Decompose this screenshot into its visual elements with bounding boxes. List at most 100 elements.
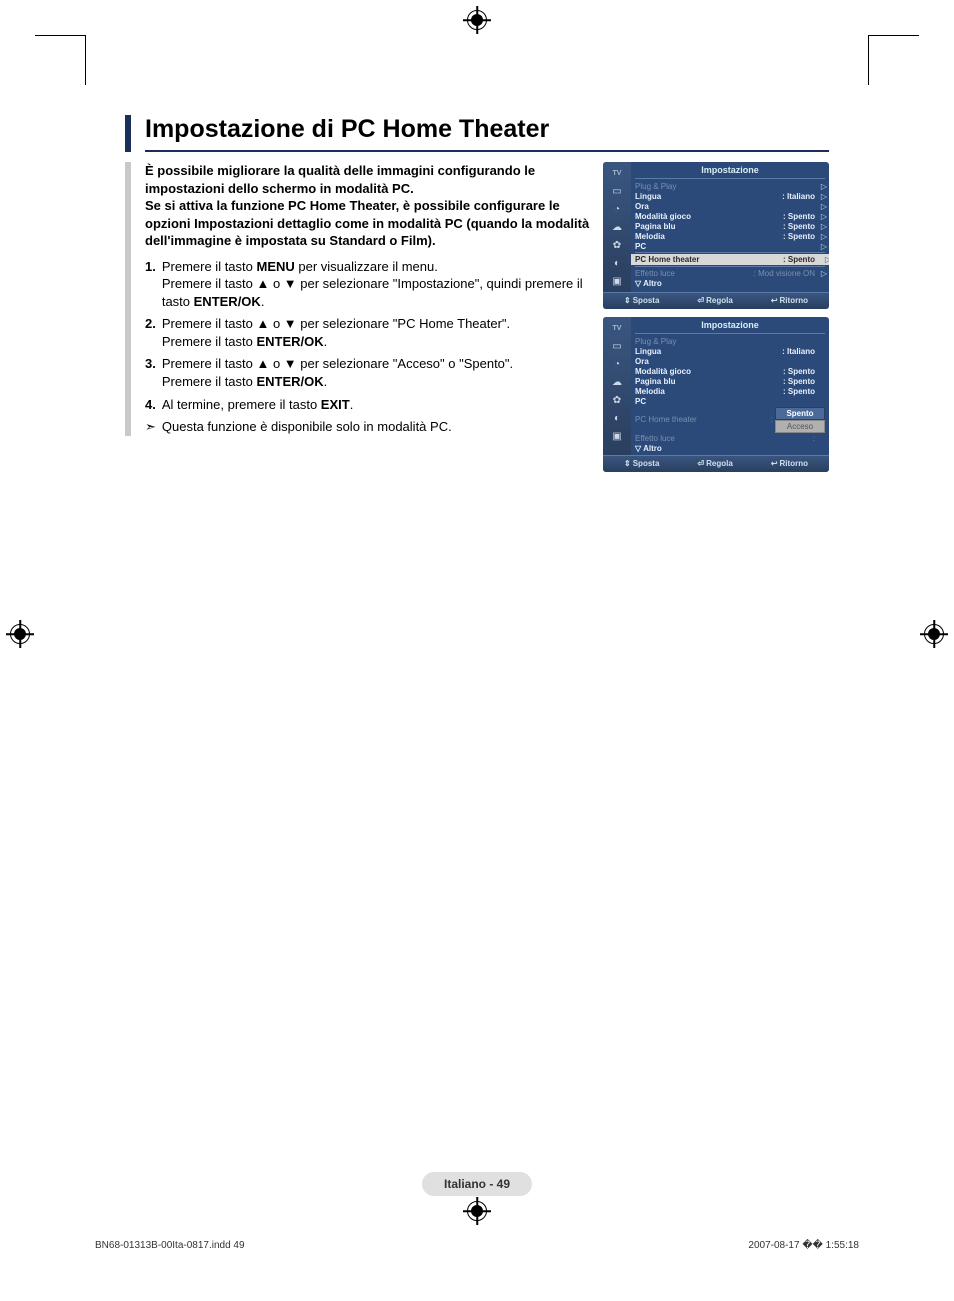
menu-row-label: Pagina blu: [635, 377, 783, 386]
menu-row-value: : Spento: [783, 387, 815, 396]
footer-hint: ↩Ritorno: [771, 459, 808, 468]
crop-mark: [85, 35, 86, 85]
menu-row-value: : Spento: [783, 255, 815, 264]
menu-row-label: Effetto luce: [635, 434, 813, 443]
crop-mark: [35, 35, 85, 36]
dropdown-option: Spento: [775, 407, 825, 420]
footer-timestamp: 2007-08-17 �� 1:55:18: [748, 1240, 859, 1251]
menu-row-label: Ora: [635, 202, 825, 211]
menu-row-label: PC Home theater: [635, 415, 771, 424]
menu-row: Pagina blu: Spento ▷: [635, 221, 825, 231]
step-text: Premere il tasto ▲ o ▼ per selezionare "…: [162, 355, 513, 390]
dropdown-option: Acceso: [775, 420, 825, 433]
menu-row: PC Home theater: Spento ▷: [631, 254, 829, 265]
sidebar-icon: TV: [603, 319, 631, 337]
footer-glyph-icon: ⇕: [624, 459, 631, 468]
menu-row: PC: [635, 396, 825, 406]
sidebar-icon: ◐: [603, 254, 631, 272]
menu-footer: ⇕Sposta⏎Regola↩Ritorno: [603, 455, 829, 472]
title-accent: [125, 115, 131, 152]
menu-row-label: Modalità gioco: [635, 212, 783, 221]
sidebar-icon: ▭: [603, 337, 631, 355]
osd-menu-2: TV▭◔☁✿◐▣ImpostazionePlug & PlayLingua: I…: [603, 317, 829, 472]
sidebar-icon: ◐: [603, 409, 631, 427]
sidebar-icon: ▣: [603, 272, 631, 290]
page-number-tag: Italiano - 49: [422, 1172, 532, 1196]
menu-row-value: :: [813, 434, 815, 443]
menu-row: ▽ Altro: [635, 443, 825, 453]
step-number: 3.: [145, 355, 156, 390]
body-accent: [125, 162, 131, 436]
menu-row-label: Melodia: [635, 232, 783, 241]
arrow-right-icon: ▷: [821, 212, 827, 221]
menu-row-label: Plug & Play: [635, 337, 825, 346]
arrow-right-icon: ▷: [825, 255, 829, 264]
instruction-step: 4.Al termine, premere il tasto EXIT.: [145, 396, 593, 414]
menu-row-label: Plug & Play: [635, 182, 825, 191]
footer-hint: ⇕Sposta: [624, 296, 659, 305]
sidebar-icon: TV: [603, 164, 631, 182]
menu-row-value: :: [771, 415, 773, 424]
arrow-right-icon: ▷: [821, 222, 827, 231]
dropdown: SpentoAcceso: [775, 407, 825, 433]
menu-row: Lingua: Italiano: [635, 346, 825, 356]
menu-row: Lingua: Italiano▷: [635, 191, 825, 201]
step-number: 1.: [145, 258, 156, 311]
menu-row-label: Pagina blu: [635, 222, 783, 231]
footer-hint-label: Regola: [706, 296, 733, 305]
footer-glyph-icon: ↩: [771, 296, 778, 305]
menu-row-value: : Spento: [783, 377, 815, 386]
crop-mark: [868, 35, 869, 85]
menu-row: Melodia: Spento: [635, 386, 825, 396]
menu-row-label: Effetto luce: [635, 269, 754, 278]
step-text: Premere il tasto MENU per visualizzare i…: [162, 258, 593, 311]
registration-mark: [467, 10, 487, 30]
menu-row: Modalità gioco: Spento: [635, 366, 825, 376]
menu-row-label: Lingua: [635, 192, 782, 201]
menu-row: Plug & Play▷: [635, 181, 825, 191]
footer-hint: ⏎Regola: [697, 296, 732, 305]
menu-divider: [635, 266, 825, 267]
menu-row-value: : Mod visione ON: [754, 269, 815, 278]
instruction-step: 3.Premere il tasto ▲ o ▼ per selezionare…: [145, 355, 593, 390]
menu-row: Pagina blu: Spento: [635, 376, 825, 386]
menu-row-value: : Spento: [783, 367, 815, 376]
footer-glyph-icon: ⏎: [697, 296, 704, 305]
arrow-right-icon: ▷: [821, 192, 827, 201]
menu-row: ▽ Altro: [635, 278, 825, 288]
arrow-right-icon: ▷: [821, 202, 827, 211]
menu-row-label: PC Home theater: [635, 255, 783, 264]
arrow-right-icon: ▷: [821, 269, 827, 278]
footer-glyph-icon: ⏎: [697, 459, 704, 468]
registration-mark: [10, 624, 30, 644]
footer-glyph-icon: ↩: [771, 459, 778, 468]
intro-text: È possibile migliorare la qualità delle …: [145, 162, 593, 250]
menu-row-label: Melodia: [635, 387, 783, 396]
menu-row-label: Lingua: [635, 347, 782, 356]
menu-row-label: PC: [635, 397, 825, 406]
menu-row-label: Modalità gioco: [635, 367, 783, 376]
footer-hint: ⇕Sposta: [624, 459, 659, 468]
menu-row: Modalità gioco: Spento▷: [635, 211, 825, 221]
step-number: 4.: [145, 396, 156, 414]
menu-title: Impostazione: [635, 162, 825, 179]
footer-hint: ↩Ritorno: [771, 296, 808, 305]
menu-row: PC▷: [635, 241, 825, 251]
note-icon: ➣: [145, 418, 156, 436]
footer-filename: BN68-01313B-00Ita-0817.indd 49: [95, 1240, 245, 1251]
note-text: Questa funzione è disponibile solo in mo…: [162, 418, 452, 436]
menu-row-label: Ora: [635, 357, 825, 366]
sidebar-icon: ◔: [603, 355, 631, 373]
menu-row-label: PC: [635, 242, 825, 251]
menu-row-value: : Spento: [783, 232, 815, 241]
arrow-right-icon: ▷: [821, 182, 827, 191]
footer-hint-label: Sposta: [633, 459, 660, 468]
menu-row: PC Home theater:SpentoAcceso: [635, 406, 825, 433]
footer-hint-label: Sposta: [633, 296, 660, 305]
step-text: Premere il tasto ▲ o ▼ per selezionare "…: [162, 315, 510, 350]
menu-row-value: : Spento: [783, 222, 815, 231]
arrow-right-icon: ▷: [821, 232, 827, 241]
footer-hint-label: Ritorno: [780, 459, 808, 468]
menu-row: Effetto luce:: [635, 433, 825, 443]
menu-row: Effetto luce: Mod visione ON ▷: [635, 268, 825, 278]
